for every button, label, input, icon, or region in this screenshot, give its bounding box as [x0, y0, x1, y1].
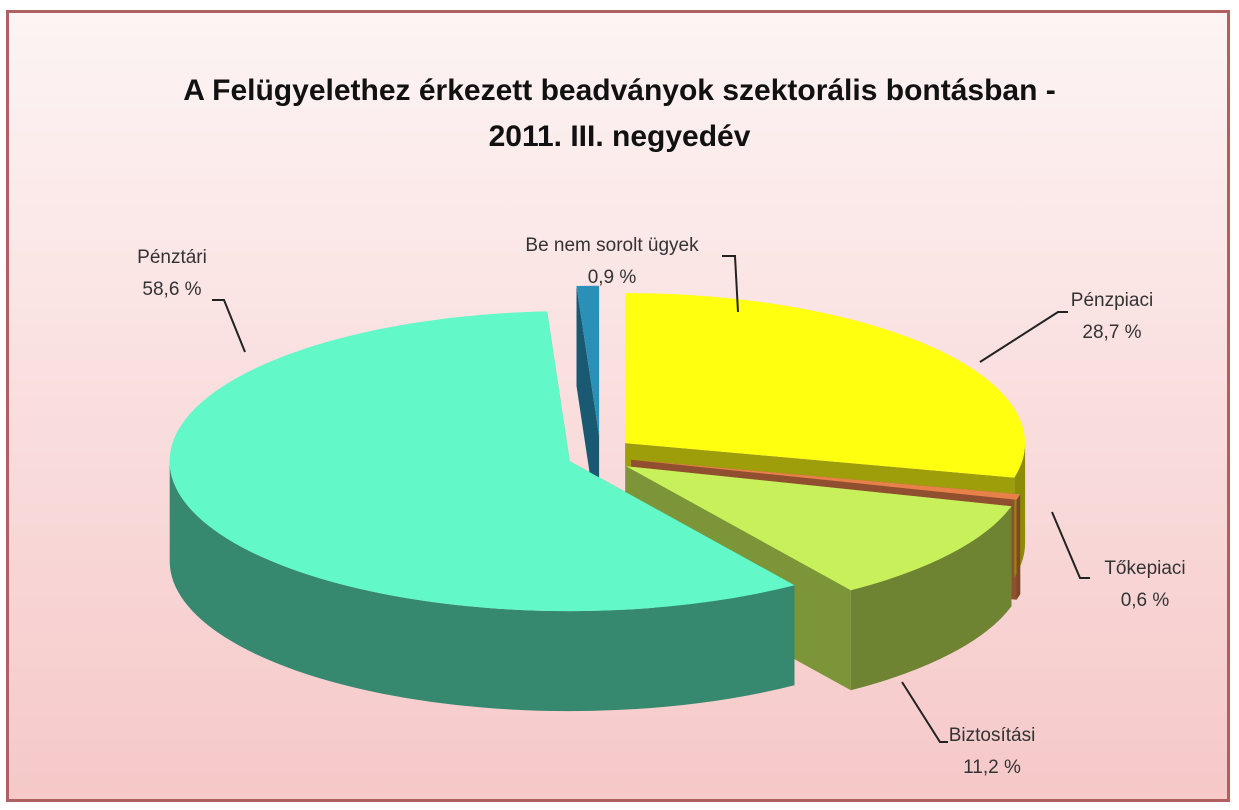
slice-value-label: 58,6 % — [142, 279, 201, 300]
slice-label: Biztosítási — [949, 725, 1036, 746]
slice-side — [850, 506, 1012, 691]
slice-label: Pénzpiaci — [1071, 290, 1153, 311]
leader-line — [212, 299, 246, 353]
slice-value-label: 11,2 % — [963, 757, 1021, 778]
slice — [169, 311, 795, 612]
slice-value-label: 28,7 % — [1082, 322, 1141, 343]
slice-side — [169, 461, 795, 712]
leader-line — [979, 311, 1068, 363]
slice-label: Be nem sorolt ügyek — [525, 235, 699, 256]
leader-line — [722, 255, 739, 313]
slice — [576, 285, 600, 436]
slice — [626, 466, 1012, 591]
slice — [631, 459, 1021, 500]
leader-line — [1051, 511, 1090, 579]
slice-value-label: 0,9 % — [588, 267, 637, 288]
chart-title: A Felügyelethez érkezett beadványok szek… — [183, 74, 1056, 153]
slice — [625, 293, 1026, 478]
slice-label: Tőkepiaci — [1104, 558, 1185, 579]
slice-value-label: 0,6 % — [1121, 590, 1170, 611]
slice-side — [1016, 494, 1021, 600]
slice-cut — [576, 286, 600, 536]
slice-label: Pénztári — [137, 247, 207, 268]
leader-line — [901, 681, 948, 743]
